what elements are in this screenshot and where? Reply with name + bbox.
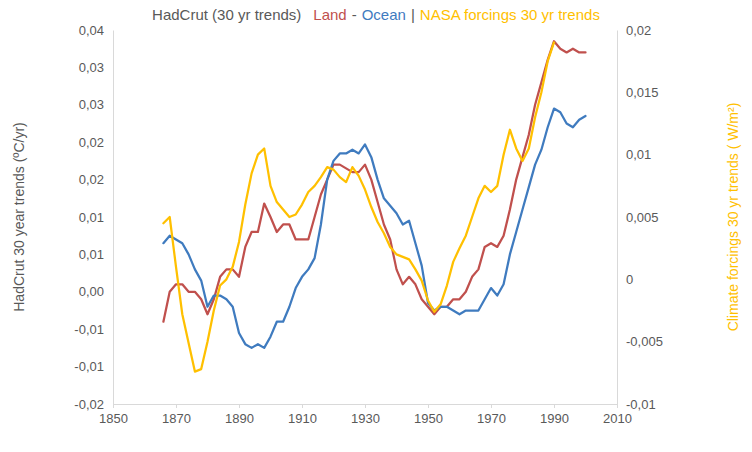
title-text: HadCrut (30 yr trends) <box>152 6 301 23</box>
x-axis-tick: 1950 <box>414 404 443 426</box>
y2-axis-tick: -0,01 <box>617 397 656 412</box>
y-axis-tick-label: -0,01 <box>74 359 104 374</box>
x-axis-tick-mark <box>617 404 618 408</box>
x-axis-tick-mark <box>554 404 555 408</box>
x-axis-tick-mark <box>302 404 303 408</box>
x-axis: 1850 1870 1890 1910 1930 1950 1970 1990 2010 <box>99 404 632 426</box>
x-axis-tick-label: 1910 <box>288 411 317 426</box>
x-axis-tick-label: 1990 <box>540 411 569 426</box>
x-axis-tick: 1870 <box>162 404 191 426</box>
x-axis-tick-mark <box>428 404 429 408</box>
y2-axis-tick: -0,005 <box>617 334 663 349</box>
y-axis-line <box>113 31 114 405</box>
y-axis-tick-label: 0,03 <box>79 97 104 112</box>
y-axis-tick: -0,01 <box>74 359 113 374</box>
series-line <box>163 42 554 371</box>
x-axis-tick-label: 1950 <box>414 411 443 426</box>
y-axis-tick: 0,03 <box>79 60 113 75</box>
y-axis-tick: 0,02 <box>79 135 113 150</box>
chart-svg: 1850 1870 1890 1910 1930 1950 1970 1990 2010 0,04… <box>0 0 752 452</box>
y-axis-tick-label: 0,02 <box>79 172 104 187</box>
y-axis-tick-label: -0,02 <box>74 397 104 412</box>
y-axis-tick: 0,01 <box>79 247 113 262</box>
y-axis-tick-label: 0,00 <box>79 284 104 299</box>
y2-axis-tick-label: -0,005 <box>626 334 663 349</box>
x-axis-tick-label: 1850 <box>99 411 128 426</box>
y2-axis-tick: 0,01 <box>617 147 651 162</box>
x-axis-tick-mark <box>365 404 366 408</box>
y2-axis-tick-label: 0,015 <box>626 85 659 100</box>
legend-entry: NASA forcings 30 yr trends <box>420 6 600 23</box>
y2-axis-tick-label: 0,02 <box>626 23 651 38</box>
x-axis-tick-mark <box>239 404 240 408</box>
y2-axis-tick-label: 0,01 <box>626 147 651 162</box>
y-axis-tick: -0,01 <box>74 322 113 337</box>
x-axis-tick-label: 2010 <box>603 411 632 426</box>
x-axis-tick: 1990 <box>540 404 569 426</box>
chart-container: 1850 1870 1890 1910 1930 1950 1970 1990 2010 0,04… <box>0 0 752 452</box>
background <box>0 0 752 452</box>
x-axis-tick-label: 1890 <box>225 411 254 426</box>
x-axis-tick-label: 1870 <box>162 411 191 426</box>
legend-entry: Land <box>313 6 346 23</box>
y-axis-tick: 0,04 <box>79 23 113 38</box>
y-axis-tick-label: 0,01 <box>79 210 104 225</box>
y2-axis-title: Climate forcings 30 yr trends ( W/m²) <box>725 103 741 332</box>
y-axis-tick: -0,02 <box>74 397 113 412</box>
y2-axis-tick: 0,02 <box>617 23 651 38</box>
y-axis-tick: 0,02 <box>79 172 113 187</box>
x-axis-tick: 1910 <box>288 404 317 426</box>
x-axis-tick: 1930 <box>351 404 380 426</box>
x-axis-tick: 1890 <box>225 404 254 426</box>
y-axis-tick-label: 0,02 <box>79 135 104 150</box>
legend-entry: Ocean <box>362 6 406 23</box>
legend-separator: - <box>352 6 357 23</box>
x-axis-tick: 1970 <box>477 404 506 426</box>
x-axis-tick-label: 1930 <box>351 411 380 426</box>
y2-axis-tick-label: -0,01 <box>626 397 656 412</box>
title: HadCrut (30 yr trends) Land-Ocean | NASA fo… <box>152 6 600 23</box>
y-axis-tick: 0,01 <box>79 210 113 225</box>
x-axis-tick-label: 1970 <box>477 411 506 426</box>
y-axis-tick-label: 0,03 <box>79 60 104 75</box>
y2-axis-line <box>617 31 618 405</box>
y2-axis: 0,02 0,015 0,01 0,005 0 -0,005 -0,01 <box>617 23 663 412</box>
y-axis-tick-label: -0,01 <box>74 322 104 337</box>
legend-separator: | <box>411 6 415 23</box>
x-axis-tick-mark <box>176 404 177 408</box>
y-axis-tick: 0,00 <box>79 284 113 299</box>
x-axis-tick-mark <box>491 404 492 408</box>
x-axis-tick-mark <box>113 404 114 408</box>
y-axis-tick: 0,03 <box>79 97 113 112</box>
y2-axis-tick-label: 0 <box>626 272 633 287</box>
y2-axis-tick-label: 0,005 <box>626 210 659 225</box>
plot-lines <box>163 41 585 371</box>
series-line <box>163 109 585 348</box>
y-axis-tick-label: 0,01 <box>79 247 104 262</box>
y2-axis-tick: 0 <box>617 272 633 287</box>
y2-axis-tick: 0,005 <box>617 210 659 225</box>
y2-axis-tick: 0,015 <box>617 85 659 100</box>
y-axis: 0,04 0,03 0,03 0,02 0,02 0,01 0,01 0,00 -0,01 -0,… <box>74 23 113 412</box>
y-axis-title: HadCrut 30 year trends (ºC/yr) <box>11 122 27 312</box>
y-axis-tick-label: 0,04 <box>79 23 104 38</box>
